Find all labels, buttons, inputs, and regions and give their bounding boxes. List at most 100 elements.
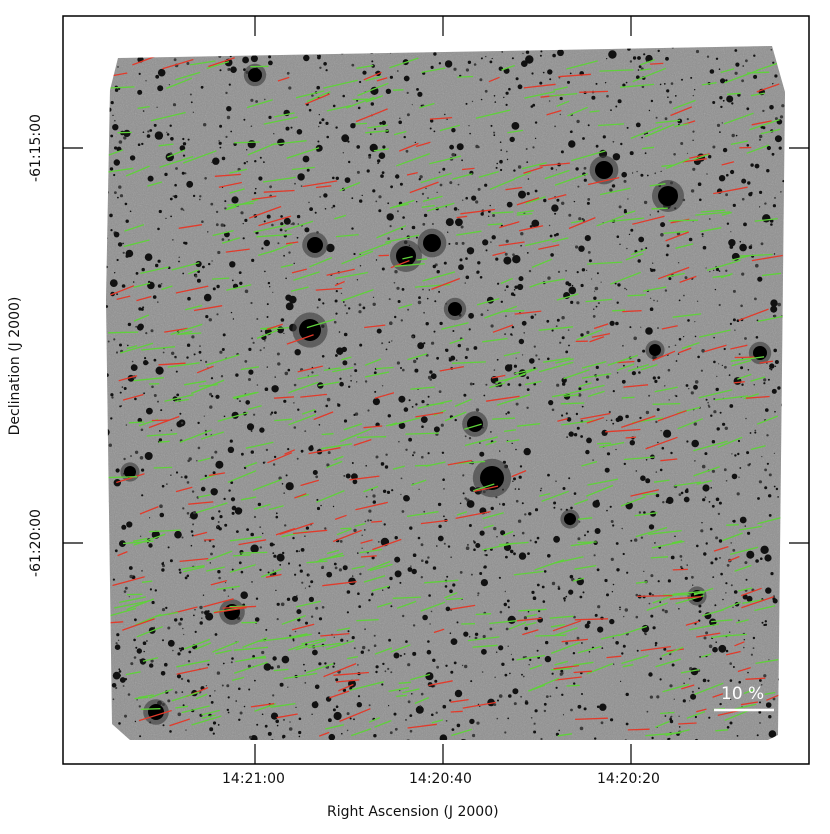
star [565,351,568,354]
star [297,129,303,135]
star [540,50,542,52]
star [636,171,637,172]
star [706,399,708,401]
star [727,564,730,567]
star [759,679,762,682]
star [596,83,598,85]
sky-image [99,37,792,748]
star [465,435,467,437]
star [591,96,595,100]
star [350,375,351,376]
star [462,474,464,476]
star [526,51,529,54]
star [653,269,656,272]
star [562,336,565,339]
star [439,390,442,393]
star [343,301,345,303]
star [500,141,502,143]
star [336,347,343,354]
star [211,456,214,459]
star [575,245,578,248]
star [650,268,652,270]
star [465,197,468,200]
star [740,517,747,524]
star [116,642,118,644]
star [653,376,656,379]
star [694,460,695,461]
star [115,644,121,650]
star [469,328,471,330]
star [179,571,181,573]
star [506,92,509,95]
star [474,541,476,543]
star [606,510,608,512]
star [342,360,347,365]
star [547,276,550,279]
star [716,388,719,391]
star [534,723,536,725]
star [774,197,776,199]
star [219,125,222,128]
star [596,378,599,381]
star [669,101,672,104]
star [701,349,705,353]
star [319,196,320,197]
star [161,562,164,565]
star [319,424,321,426]
star [362,195,363,196]
star [519,276,524,281]
star [298,731,301,734]
star [431,66,434,69]
star [702,465,706,469]
star [301,548,305,552]
star [110,279,118,287]
star [612,423,614,425]
star [732,474,738,480]
star [773,315,774,316]
star [364,529,366,531]
polarization-vector [241,552,268,553]
star [626,572,628,574]
star [520,245,522,247]
star [681,559,682,560]
star [293,402,294,403]
star [656,695,659,698]
star [318,632,320,634]
star [197,279,201,283]
star [440,184,443,187]
star [379,152,386,159]
star [707,680,709,682]
star [240,211,243,214]
star [171,352,174,355]
star [701,370,703,372]
star [522,354,523,355]
star [125,203,128,206]
star [402,615,404,617]
star [528,178,530,180]
star [167,699,170,702]
polarization-vector [457,77,473,78]
star [493,527,496,530]
star [182,507,184,509]
star [759,139,761,141]
star [712,576,714,578]
star [763,674,766,677]
star [362,71,366,75]
star [463,492,465,494]
star [251,450,254,453]
star [423,342,425,344]
star [667,244,670,247]
star [387,668,389,670]
star [496,652,497,653]
star [740,305,743,308]
star [179,413,181,415]
star [211,517,214,520]
star [694,321,695,322]
star [124,387,127,390]
star [479,452,484,457]
star [166,153,174,161]
star [719,96,722,99]
star [417,92,422,97]
star [146,408,153,415]
star [704,452,707,455]
